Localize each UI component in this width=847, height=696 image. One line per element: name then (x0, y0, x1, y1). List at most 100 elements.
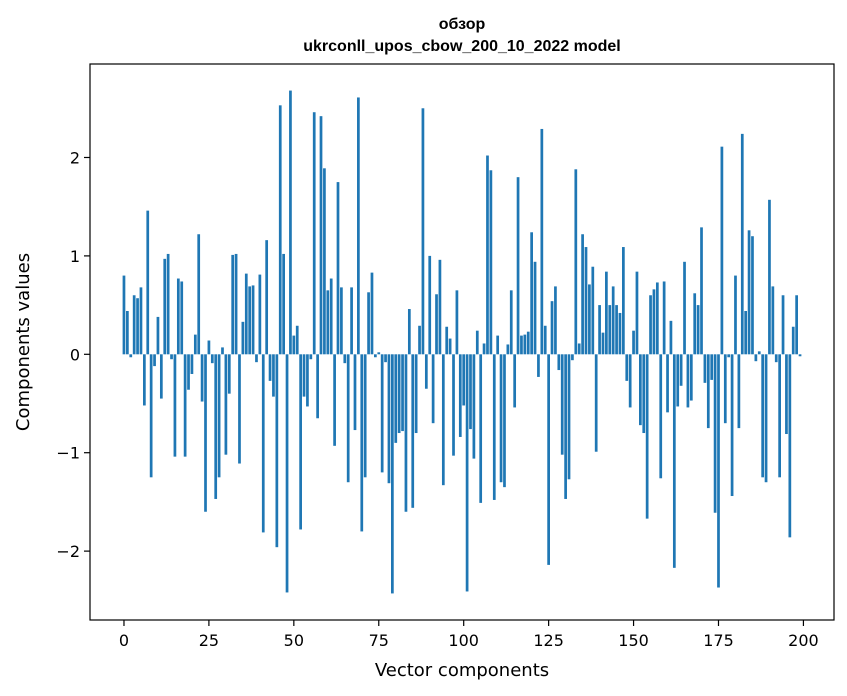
bar (197, 234, 201, 355)
bar (482, 343, 486, 355)
bar (513, 354, 517, 408)
bar (143, 354, 146, 406)
bar (710, 354, 714, 380)
bar (523, 334, 527, 355)
bar (289, 90, 292, 355)
y-axis-label: Components values (13, 253, 34, 431)
bar (265, 240, 269, 355)
bar (306, 354, 309, 407)
bar (170, 354, 173, 360)
bar (353, 354, 357, 431)
bar (278, 105, 282, 355)
bar (404, 354, 408, 512)
bar (771, 286, 775, 355)
bar (557, 354, 561, 371)
x-tick-label: 50 (284, 631, 304, 650)
bar (193, 334, 197, 355)
bar (509, 290, 513, 355)
bar (166, 253, 170, 355)
bar (669, 320, 673, 355)
bar (377, 352, 381, 355)
bar (336, 182, 340, 355)
bar (605, 271, 608, 355)
bar (217, 354, 221, 478)
bar (350, 287, 353, 355)
bar (139, 287, 143, 355)
bar (696, 305, 700, 355)
bar (241, 321, 245, 355)
x-tick-label: 25 (199, 631, 219, 650)
bar (730, 354, 734, 497)
bar (693, 293, 697, 355)
y-axis-ticks: −2 −1 0 1 2 (56, 148, 90, 561)
bar (649, 295, 652, 355)
bar (445, 326, 449, 355)
bar (221, 347, 224, 355)
bar (210, 354, 214, 364)
bar (486, 155, 489, 355)
bar (655, 282, 659, 355)
bar (683, 261, 686, 355)
bar (740, 133, 744, 355)
bar (574, 169, 578, 355)
bar (516, 177, 520, 355)
bar (720, 146, 724, 355)
bar (727, 354, 731, 358)
bar (435, 294, 438, 355)
bar (628, 354, 632, 408)
bar (136, 298, 139, 355)
bar (159, 354, 163, 399)
bar (550, 301, 554, 355)
bar (686, 354, 690, 408)
bar (469, 354, 472, 430)
bar (774, 354, 778, 363)
bar (465, 354, 469, 592)
bar (581, 234, 584, 355)
bar (622, 247, 625, 355)
bar (380, 354, 384, 473)
bar (285, 354, 289, 593)
bar (424, 354, 428, 389)
bar (475, 330, 479, 355)
chart-title-line-1: обзор (439, 16, 486, 33)
bar (255, 354, 258, 363)
bar (438, 259, 442, 355)
bar (129, 354, 133, 358)
bar (798, 354, 802, 357)
bar (224, 354, 228, 455)
bar (214, 354, 218, 499)
bar (360, 354, 364, 532)
bar (679, 354, 683, 386)
bar (292, 335, 296, 355)
bar (146, 210, 150, 355)
bar (407, 309, 411, 355)
bar (744, 311, 748, 355)
bar (791, 326, 795, 355)
bar (761, 354, 765, 478)
bar (391, 354, 394, 594)
bar (567, 354, 571, 480)
bar (431, 354, 435, 424)
x-tick-label: 75 (369, 631, 389, 650)
bar (275, 354, 279, 548)
bar (591, 266, 595, 355)
bar (778, 354, 781, 478)
bar (258, 274, 262, 355)
bar (452, 354, 455, 456)
bar (537, 354, 540, 377)
bar (238, 354, 241, 464)
bar (370, 272, 374, 355)
x-axis-ticks: 0 25 50 75 100 125 150 175 200 (119, 620, 819, 650)
bar (414, 354, 418, 434)
bar (635, 271, 639, 355)
bar (323, 168, 326, 355)
bar (163, 258, 167, 355)
bar (564, 354, 567, 499)
bar (594, 354, 598, 452)
bar (788, 354, 792, 538)
bar (248, 286, 252, 355)
x-tick-label: 0 (119, 631, 129, 650)
bar (530, 232, 533, 355)
bar (343, 354, 347, 364)
